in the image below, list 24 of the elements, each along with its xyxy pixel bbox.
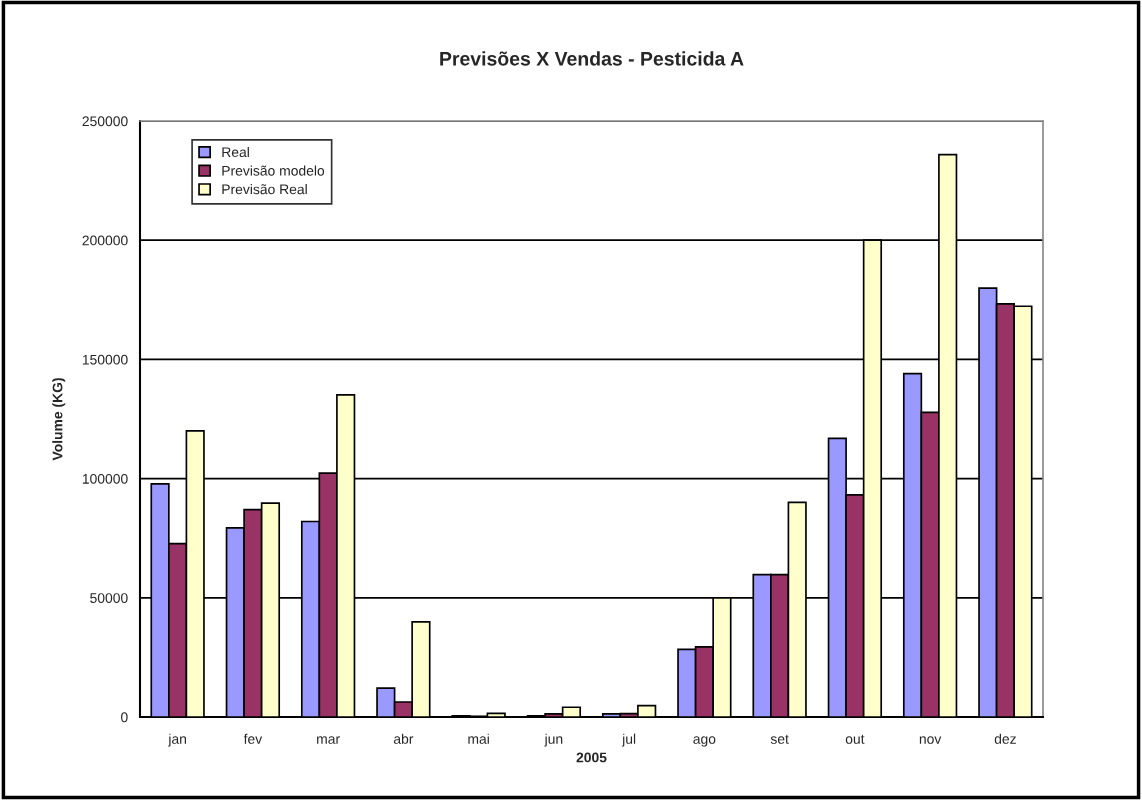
y-tick-label: 150000 <box>82 354 128 365</box>
x-tick-label: mai <box>468 733 489 744</box>
y-tick-label: 100000 <box>82 473 128 484</box>
y-axis-title: Volume (KG) <box>52 378 66 461</box>
y-tick-label: 200000 <box>82 235 128 246</box>
x-tick-label: out <box>845 734 865 744</box>
x-tick-label: set <box>770 734 789 744</box>
chart-title: Previsões X Vendas - Pesticida A <box>440 51 744 66</box>
x-tick-label: jan <box>168 733 186 747</box>
x-tick-label: dez <box>994 733 1016 744</box>
x-tick-label: fev <box>243 733 263 744</box>
legend-label: Previsão Real <box>222 184 307 195</box>
x-tick-label: jul <box>621 733 636 747</box>
x-tick-label: jun <box>544 733 563 747</box>
x-tick-label: nov <box>919 736 942 744</box>
x-tick-label: abr <box>393 733 414 744</box>
x-tick-label: ago <box>693 736 716 747</box>
y-tick-label: 50000 <box>90 593 128 603</box>
x-axis-title: 2005 <box>576 752 607 763</box>
legend-label: Real <box>222 146 249 158</box>
legend-label: Previsão modelo <box>222 165 325 176</box>
y-tick-label: 250000 <box>82 116 128 127</box>
y-tick-label: 0 <box>121 712 128 723</box>
x-tick-label: mar <box>317 736 340 744</box>
